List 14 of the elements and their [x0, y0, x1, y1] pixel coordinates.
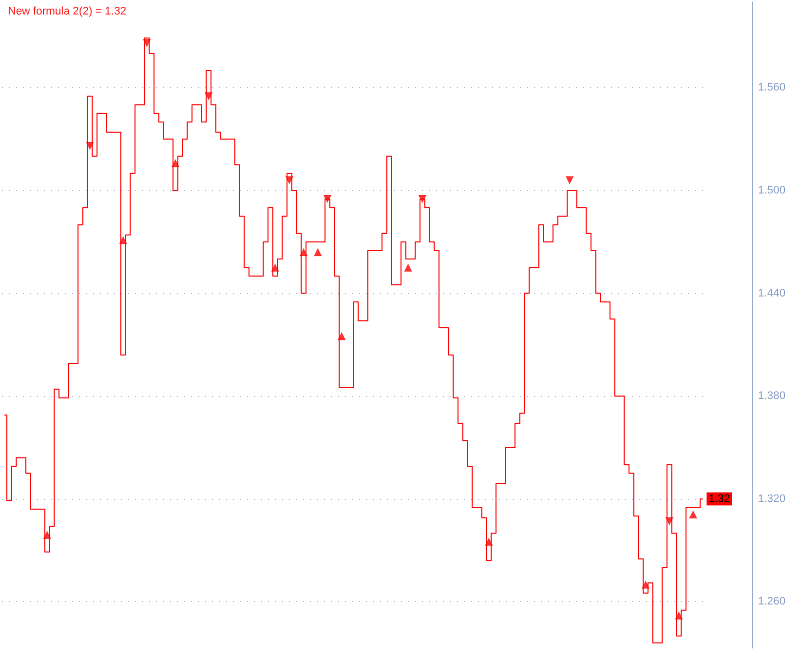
- y-tick-label: 1.260: [758, 596, 786, 608]
- y-tick-label: 1.500: [758, 184, 786, 196]
- y-tick-label: 1.560: [758, 82, 786, 94]
- y-tick-label: 1.380: [758, 390, 786, 402]
- point: [323, 195, 332, 204]
- point: [689, 510, 698, 518]
- point: [566, 176, 574, 184]
- chart-title: New formula 2(2) = 1.32: [8, 6, 126, 18]
- point: [314, 248, 322, 256]
- data-label: 1.32: [708, 492, 730, 505]
- y-tick-label: 1.440: [758, 287, 786, 300]
- point: [404, 264, 412, 272]
- y-tick-label: 1.320: [758, 492, 786, 505]
- point: [418, 195, 426, 204]
